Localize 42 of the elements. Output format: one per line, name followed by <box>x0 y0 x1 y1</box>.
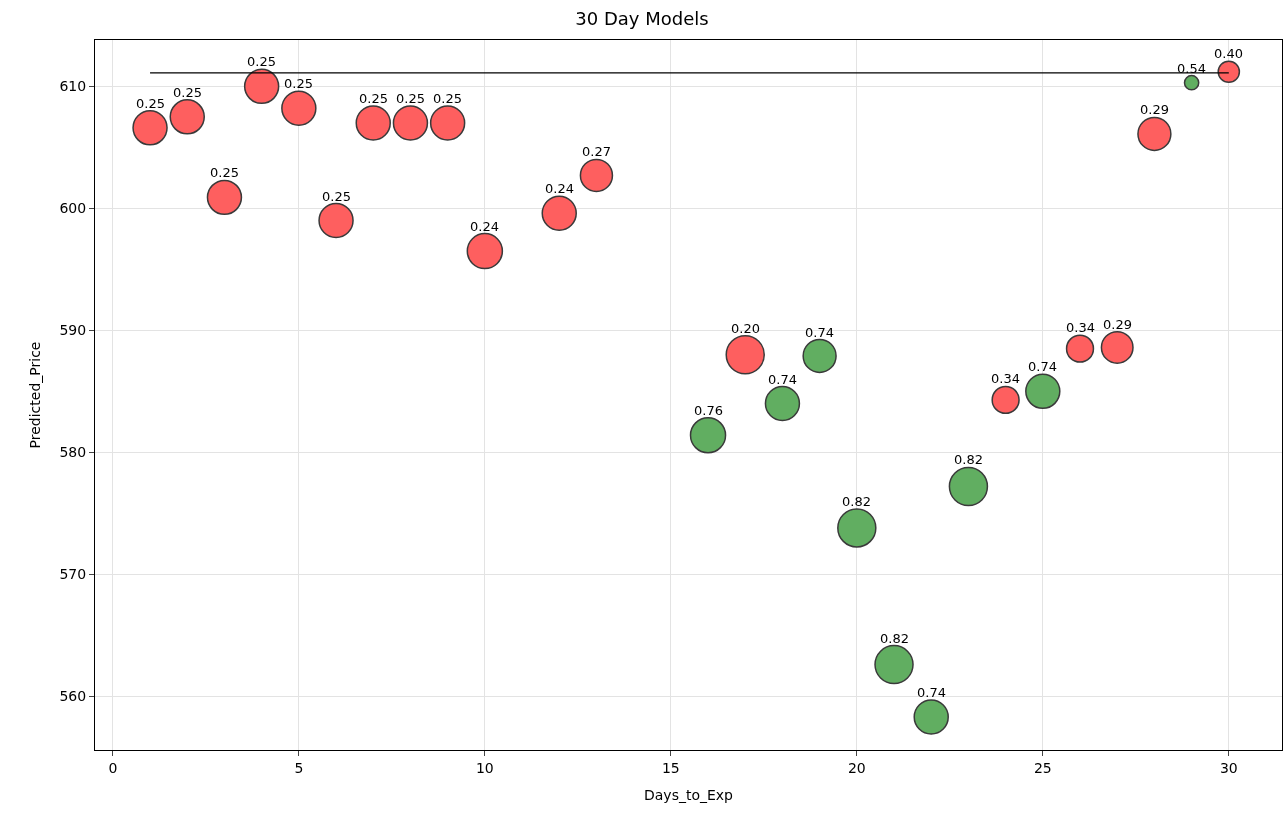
y-tick-label: 560 <box>59 688 87 705</box>
y-axis-title: Predicted_Price <box>27 341 44 449</box>
annotation: 0.29 <box>1140 102 1169 117</box>
annotation: 0.25 <box>359 91 388 106</box>
x-tick-label: 30 <box>1219 759 1238 776</box>
annotation: 0.34 <box>1066 320 1095 335</box>
annotation: 0.40 <box>1214 46 1243 61</box>
annotation: 0.74 <box>768 372 797 387</box>
annotation: 0.24 <box>545 181 574 196</box>
x-tick-label: 0 <box>108 759 118 776</box>
x-tick-label: 25 <box>1033 759 1052 776</box>
y-tick-label: 570 <box>59 566 87 583</box>
annotation: 0.25 <box>396 91 425 106</box>
annotation: 0.34 <box>991 371 1020 386</box>
y-tick-label: 580 <box>59 444 87 461</box>
annotation: 0.25 <box>284 76 313 91</box>
x-tick-label: 20 <box>847 759 866 776</box>
annotation: 0.27 <box>582 144 611 159</box>
chart-title: 30 Day Models <box>575 7 709 29</box>
annotation: 0.24 <box>470 219 499 234</box>
annotation: 0.25 <box>210 165 239 180</box>
annotation: 0.25 <box>136 96 165 111</box>
annotation: 0.82 <box>842 494 871 509</box>
annotation: 0.74 <box>805 325 834 340</box>
annotation: 0.29 <box>1103 317 1132 332</box>
x-tick-label: 10 <box>475 759 494 776</box>
annotation: 0.74 <box>917 685 946 700</box>
annotation: 0.25 <box>322 189 351 204</box>
x-tick-label: 15 <box>661 759 680 776</box>
x-axis-title: Days_to_Exp <box>643 787 734 804</box>
annotation: 0.76 <box>694 403 723 418</box>
annotation: 0.20 <box>731 321 760 336</box>
annotation: 0.74 <box>1028 359 1057 374</box>
annotation: 0.25 <box>433 91 462 106</box>
annotation: 0.25 <box>247 54 276 69</box>
annotation: 0.25 <box>173 85 202 100</box>
y-tick-label: 590 <box>59 322 87 339</box>
annotation: 0.82 <box>954 452 983 467</box>
annotation: 0.82 <box>880 631 909 646</box>
x-tick-label: 5 <box>294 759 304 776</box>
y-tick-label: 610 <box>59 78 87 95</box>
y-tick-label: 600 <box>59 200 87 217</box>
